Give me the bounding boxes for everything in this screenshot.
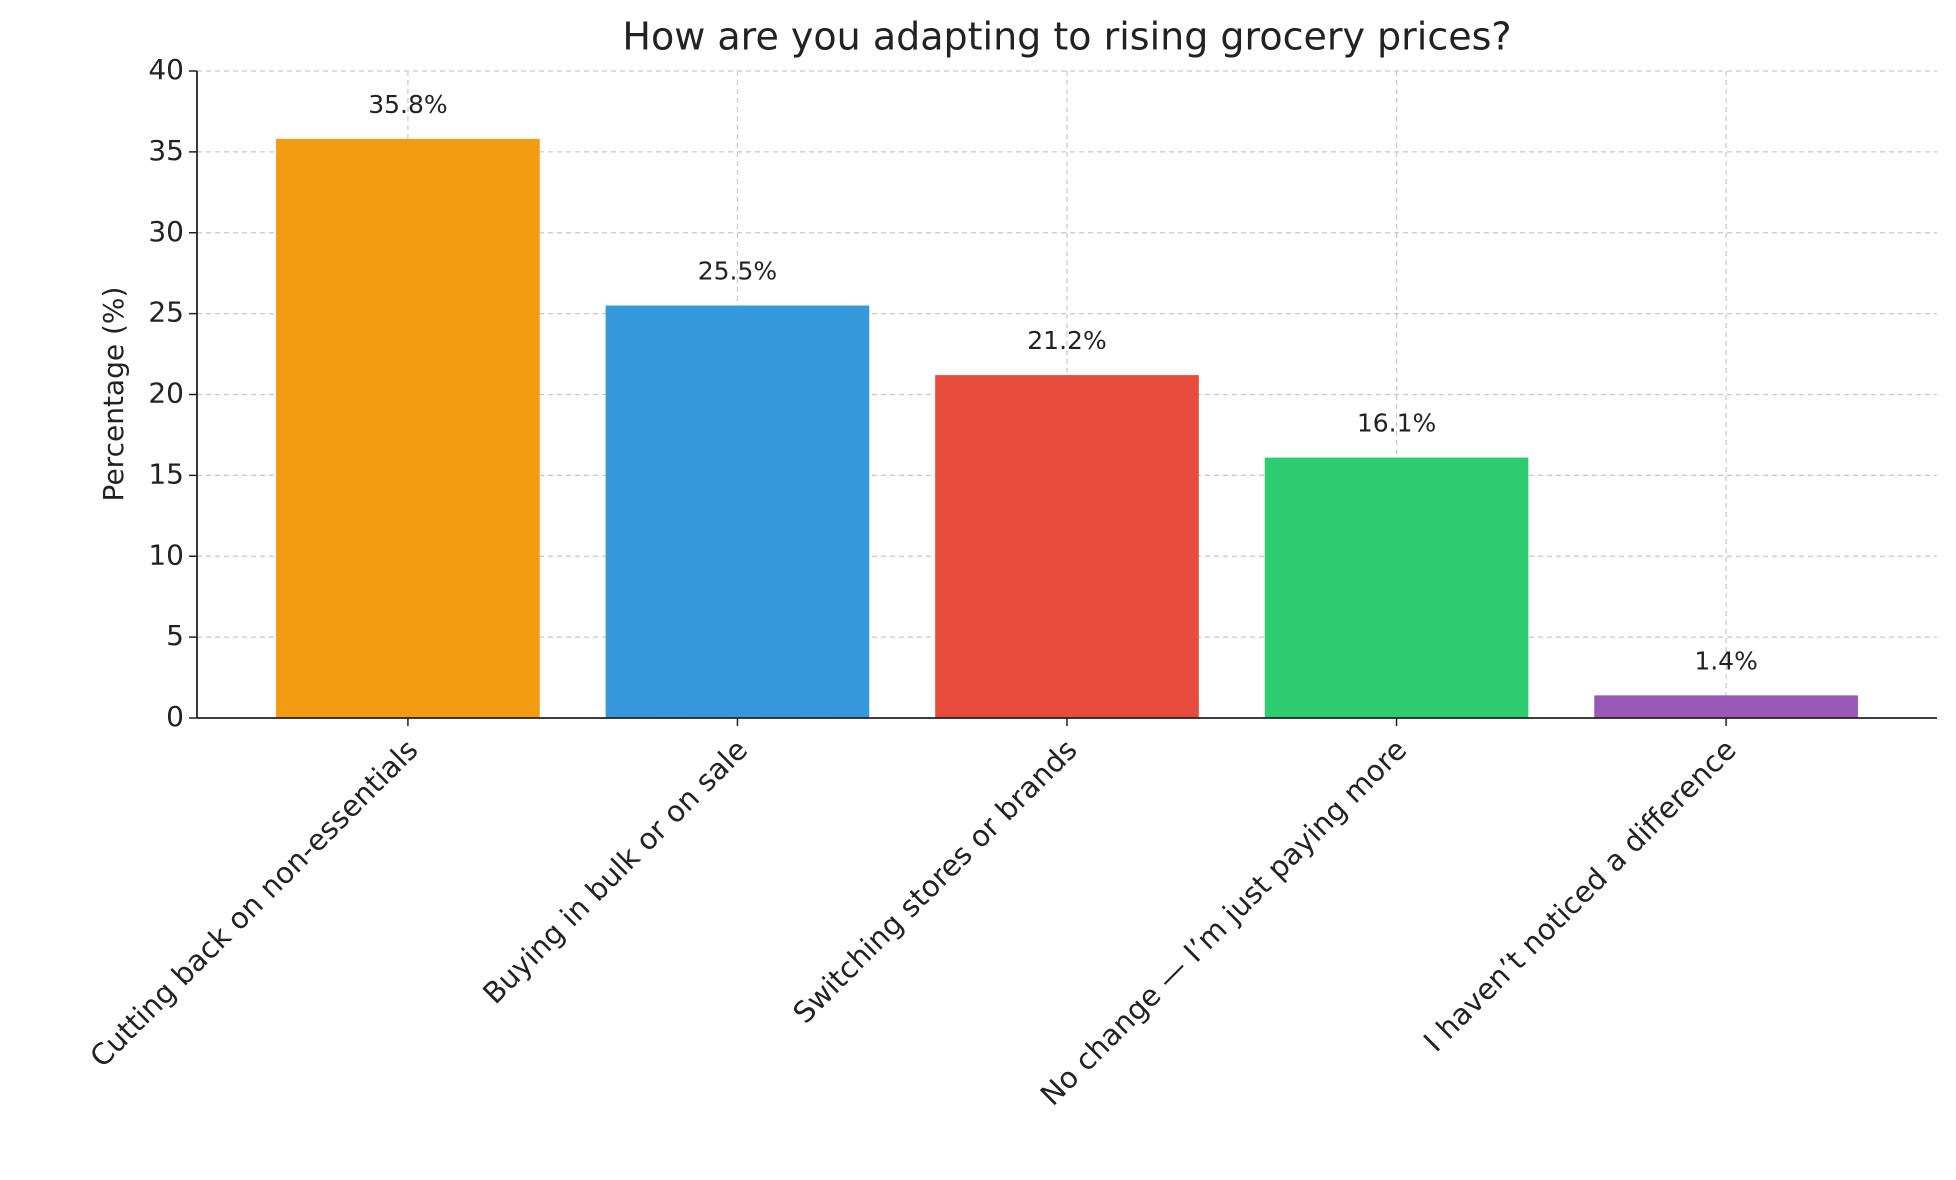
data-label: 35.8% — [368, 90, 447, 119]
bar — [1264, 457, 1529, 718]
x-tick-label: No change — I’m just paying more — [1034, 733, 1414, 1113]
x-tick-label: Buying in bulk or on sale — [476, 733, 754, 1011]
y-tick-label: 10 — [148, 538, 184, 571]
bar — [935, 375, 1199, 718]
y-tick-label: 35 — [148, 134, 184, 167]
bar — [276, 138, 540, 718]
x-tick-label: Switching stores or brands — [786, 733, 1083, 1030]
data-label: 16.1% — [1357, 409, 1436, 438]
y-tick-label: 25 — [148, 296, 184, 329]
y-tick-label: 20 — [148, 377, 184, 410]
y-axis-label: Percentage (%) — [97, 287, 130, 502]
data-label: 1.4% — [1694, 646, 1758, 675]
bar — [605, 305, 870, 718]
data-label: 21.2% — [1027, 326, 1106, 355]
chart-title: How are you adapting to rising grocery p… — [622, 15, 1511, 59]
y-tick-label: 5 — [166, 619, 184, 652]
y-tick-label: 0 — [166, 700, 184, 733]
y-tick-label: 15 — [148, 457, 184, 490]
y-tick-label: 30 — [148, 215, 184, 248]
y-tick-label: 40 — [148, 53, 184, 86]
x-tick-label: I haven’t noticed a difference — [1417, 733, 1743, 1059]
bar — [1594, 695, 1858, 718]
data-label: 25.5% — [698, 257, 777, 286]
x-tick-label: Cutting back on non-essentials — [83, 733, 424, 1074]
